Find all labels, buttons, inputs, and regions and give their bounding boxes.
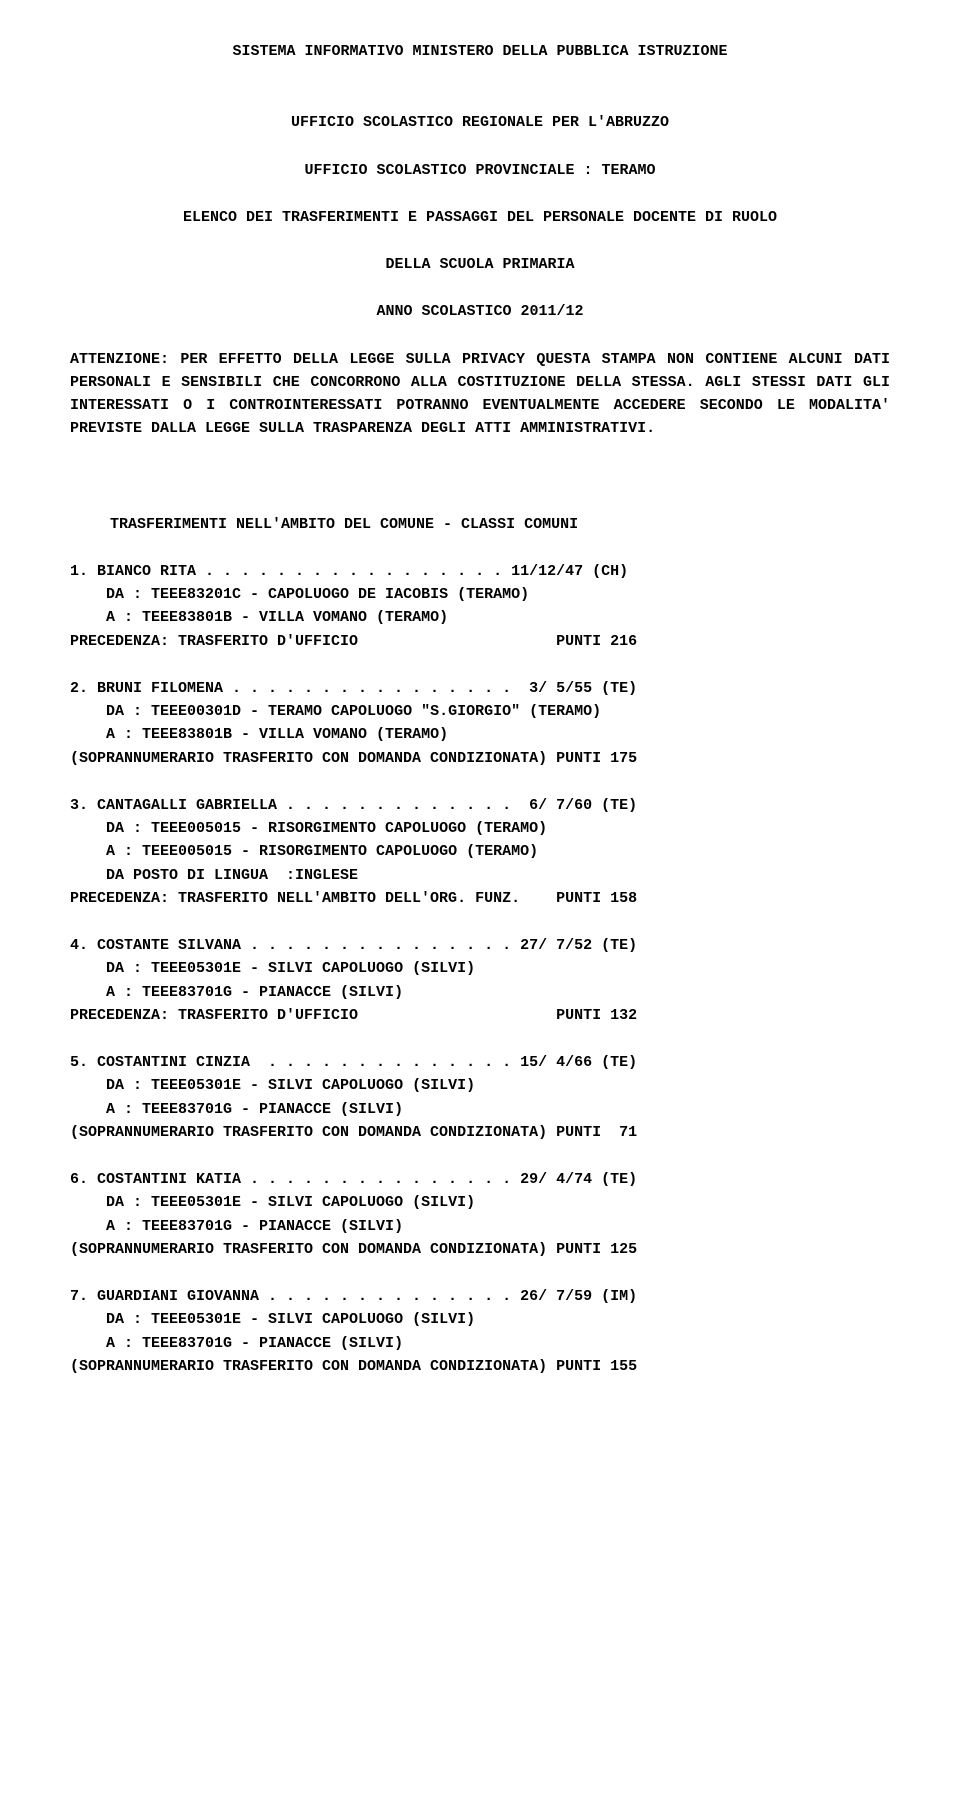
header-line-1: SISTEMA INFORMATIVO MINISTERO DELLA PUBB… <box>70 40 890 63</box>
spacer <box>70 910 890 934</box>
entry-block: 2. BRUNI FILOMENA . . . . . . . . . . . … <box>70 677 890 770</box>
entry-a-line: A : TEEE83701G - PIANACCE (SILVI) <box>70 981 890 1004</box>
spacer <box>70 1027 890 1051</box>
entry-foot-line: PRECEDENZA: TRASFERITO D'UFFICIO PUNTI 2… <box>70 630 890 653</box>
spacer <box>70 536 890 560</box>
entry-name-line: 2. BRUNI FILOMENA . . . . . . . . . . . … <box>70 677 890 700</box>
entries-list: 1. BIANCO RITA . . . . . . . . . . . . .… <box>70 560 890 1402</box>
entry-name-line: 1. BIANCO RITA . . . . . . . . . . . . .… <box>70 560 890 583</box>
entry-da-line: DA : TEEE83201C - CAPOLUOGO DE IACOBIS (… <box>70 583 890 606</box>
spacer <box>70 324 890 348</box>
entry-foot-line: (SOPRANNUMERARIO TRASFERITO CON DOMANDA … <box>70 1121 890 1144</box>
entry-foot-line: (SOPRANNUMERARIO TRASFERITO CON DOMANDA … <box>70 747 890 770</box>
entry-block: 7. GUARDIANI GIOVANNA . . . . . . . . . … <box>70 1285 890 1378</box>
privacy-notice: ATTENZIONE: PER EFFETTO DELLA LEGGE SULL… <box>70 348 890 441</box>
entry-a-line: A : TEEE005015 - RISORGIMENTO CAPOLUOGO … <box>70 840 890 863</box>
entry-da-line: DA : TEEE05301E - SILVI CAPOLUOGO (SILVI… <box>70 957 890 980</box>
entry-da-line: DA : TEEE05301E - SILVI CAPOLUOGO (SILVI… <box>70 1308 890 1331</box>
entry-name-line: 3. CANTAGALLI GABRIELLA . . . . . . . . … <box>70 794 890 817</box>
entry-a-line: A : TEEE83801B - VILLA VOMANO (TERAMO) <box>70 723 890 746</box>
spacer <box>70 1378 890 1402</box>
entry-foot-line: PRECEDENZA: TRASFERITO NELL'AMBITO DELL'… <box>70 887 890 910</box>
entry-a-line: A : TEEE83701G - PIANACCE (SILVI) <box>70 1215 890 1238</box>
spacer <box>70 229 890 253</box>
spacer <box>70 1261 890 1285</box>
entry-name-line: 4. COSTANTE SILVANA . . . . . . . . . . … <box>70 934 890 957</box>
entry-block: 1. BIANCO RITA . . . . . . . . . . . . .… <box>70 560 890 653</box>
spacer <box>70 276 890 300</box>
spacer <box>70 1144 890 1168</box>
entry-foot-line: PRECEDENZA: TRASFERITO D'UFFICIO PUNTI 1… <box>70 1004 890 1027</box>
entry-block: 4. COSTANTE SILVANA . . . . . . . . . . … <box>70 934 890 1027</box>
entry-name-line: 6. COSTANTINI KATIA . . . . . . . . . . … <box>70 1168 890 1191</box>
spacer <box>70 182 890 206</box>
header-line-2: UFFICIO SCOLASTICO REGIONALE PER L'ABRUZ… <box>70 111 890 134</box>
spacer <box>70 441 890 513</box>
entry-a-line: A : TEEE83701G - PIANACCE (SILVI) <box>70 1332 890 1355</box>
header-line-4: ELENCO DEI TRASFERIMENTI E PASSAGGI DEL … <box>70 206 890 229</box>
header-line-3: UFFICIO SCOLASTICO PROVINCIALE : TERAMO <box>70 159 890 182</box>
spacer <box>70 135 890 159</box>
spacer <box>70 63 890 111</box>
entry-block: 6. COSTANTINI KATIA . . . . . . . . . . … <box>70 1168 890 1261</box>
spacer <box>70 770 890 794</box>
entry-da-line: DA : TEEE05301E - SILVI CAPOLUOGO (SILVI… <box>70 1074 890 1097</box>
entry-da-line: DA : TEEE00301D - TERAMO CAPOLUOGO "S.GI… <box>70 700 890 723</box>
section-title: TRASFERIMENTI NELL'AMBITO DEL COMUNE - C… <box>110 513 890 536</box>
entry-a-line: A : TEEE83701G - PIANACCE (SILVI) <box>70 1098 890 1121</box>
entry-block: 5. COSTANTINI CINZIA . . . . . . . . . .… <box>70 1051 890 1144</box>
entry-a-line: A : TEEE83801B - VILLA VOMANO (TERAMO) <box>70 606 890 629</box>
entry-foot-line: (SOPRANNUMERARIO TRASFERITO CON DOMANDA … <box>70 1238 890 1261</box>
spacer <box>70 653 890 677</box>
entry-name-line: 5. COSTANTINI CINZIA . . . . . . . . . .… <box>70 1051 890 1074</box>
header-line-6: ANNO SCOLASTICO 2011/12 <box>70 300 890 323</box>
entry-extra-line: DA POSTO DI LINGUA :INGLESE <box>70 864 890 887</box>
entry-foot-line: (SOPRANNUMERARIO TRASFERITO CON DOMANDA … <box>70 1355 890 1378</box>
entry-name-line: 7. GUARDIANI GIOVANNA . . . . . . . . . … <box>70 1285 890 1308</box>
entry-da-line: DA : TEEE005015 - RISORGIMENTO CAPOLUOGO… <box>70 817 890 840</box>
header-line-5: DELLA SCUOLA PRIMARIA <box>70 253 890 276</box>
entry-da-line: DA : TEEE05301E - SILVI CAPOLUOGO (SILVI… <box>70 1191 890 1214</box>
entry-block: 3. CANTAGALLI GABRIELLA . . . . . . . . … <box>70 794 890 910</box>
